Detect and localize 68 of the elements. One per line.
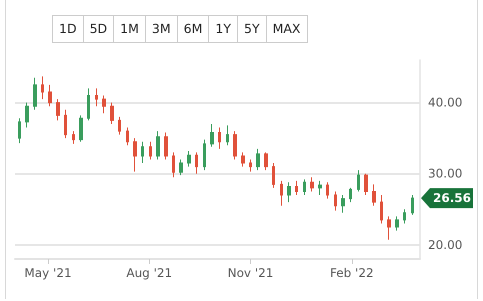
candlestick (233, 130, 237, 160)
candlestick (310, 176, 314, 192)
text: 5Y (237, 16, 266, 42)
candlestick (411, 194, 414, 216)
candlestick (179, 159, 183, 176)
text: 5D (82, 16, 114, 42)
annotation: 26.56 (433, 191, 471, 206)
candlestick (141, 141, 144, 164)
text: 6M (176, 16, 208, 42)
candlestick (264, 152, 268, 171)
candlestick (226, 124, 229, 146)
candlestick (164, 132, 168, 160)
candlestick (48, 84, 52, 107)
candlestick (187, 150, 191, 168)
candlestick (334, 190, 337, 212)
candlestick (249, 159, 252, 172)
candlestick (295, 180, 298, 196)
candlestick (95, 88, 98, 107)
x-tick-label: Nov '21 (228, 266, 274, 280)
candlestick (287, 182, 291, 203)
candlestick (156, 130, 160, 160)
text: 1M (113, 16, 145, 42)
candlestick (110, 102, 114, 124)
candlestick (25, 102, 29, 128)
candlestick (195, 152, 198, 174)
candlestick (326, 182, 329, 200)
x-tick-label: Feb '22 (330, 266, 374, 280)
candlestick (372, 184, 376, 206)
candlestick (126, 127, 129, 146)
candlestick (272, 162, 275, 188)
text: 3M (144, 16, 177, 42)
candlestick (218, 127, 221, 150)
candlestick (72, 130, 75, 144)
candlestick (18, 118, 21, 144)
candlestick (118, 116, 121, 136)
candlestick (403, 208, 406, 224)
candlestick (364, 173, 368, 196)
candlestick (41, 76, 44, 100)
candlestick (318, 180, 322, 196)
candlestick (349, 187, 352, 203)
candlestick (387, 216, 391, 240)
text: MAX (266, 16, 306, 42)
y-tick-label: 40.00 (428, 96, 462, 110)
candlestick (87, 88, 90, 121)
candlestick (303, 178, 306, 196)
candlestick (357, 170, 360, 192)
candlestick (210, 123, 214, 148)
y-tick-label: 30.00 (428, 166, 462, 181)
candlestick (256, 148, 260, 171)
candlestick (79, 114, 83, 142)
candlestick (133, 138, 137, 172)
x-tick-label: May '21 (24, 266, 72, 280)
candlestick (280, 180, 283, 206)
text: 1Y (208, 16, 237, 42)
candlestick (33, 77, 37, 110)
candlestick (64, 109, 67, 139)
candlestick (395, 216, 399, 232)
candlestick (172, 152, 175, 178)
text: 1D (58, 20, 78, 38)
candlestick (380, 194, 383, 224)
candlestick (203, 139, 206, 171)
y-tick-label: 20.00 (428, 238, 462, 252)
x-tick-label: Aug '21 (126, 266, 172, 280)
candlestick (341, 194, 345, 214)
candlestick (241, 152, 245, 168)
candlestick (149, 141, 152, 160)
candlestick (102, 95, 106, 114)
candlestick (56, 98, 60, 121)
